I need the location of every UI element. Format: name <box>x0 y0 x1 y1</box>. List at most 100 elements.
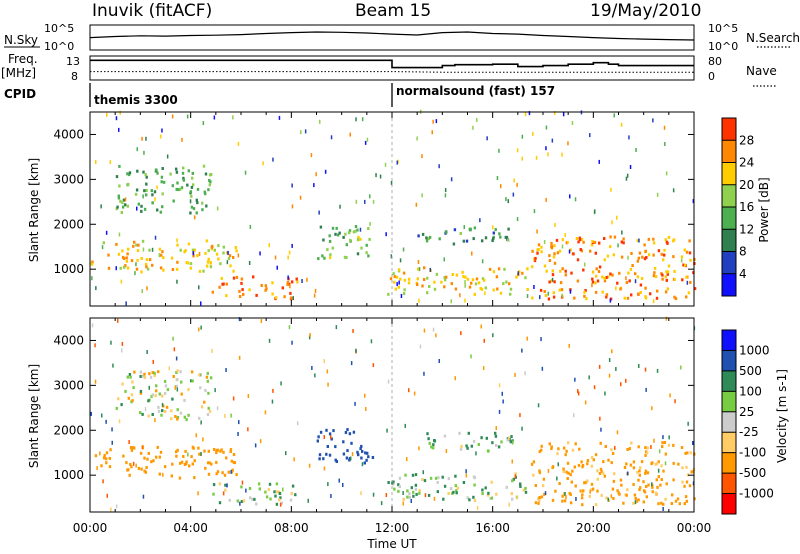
heatmap-speck <box>106 493 108 498</box>
heatmap-speck <box>600 427 602 432</box>
heatmap-cell <box>198 373 201 377</box>
heatmap-cell <box>190 379 193 383</box>
heatmap-cell <box>127 468 130 472</box>
heatmap-speck <box>680 365 682 370</box>
heatmap-cell <box>187 169 190 173</box>
heatmap-cell <box>564 453 567 457</box>
heatmap-cell <box>561 499 564 503</box>
heatmap-speck <box>521 156 523 161</box>
heatmap-speck <box>111 427 113 432</box>
heatmap-speck <box>198 285 200 290</box>
heatmap-speck <box>349 132 351 137</box>
heatmap-cell <box>183 415 186 419</box>
heatmap-cell <box>207 449 210 453</box>
heatmap-cell <box>397 489 400 493</box>
heatmap-speck <box>198 327 200 332</box>
heatmap-cell <box>652 274 656 278</box>
heatmap-speck <box>100 204 102 209</box>
heatmap-speck <box>268 243 270 248</box>
heatmap-cell <box>657 502 660 506</box>
heatmap-cell <box>205 375 209 379</box>
heatmap-cell <box>531 249 534 253</box>
heatmap-cell <box>569 248 572 252</box>
y-tick-label: 3000 <box>53 172 84 186</box>
heatmap-cell <box>179 461 182 465</box>
heatmap-cell <box>130 448 134 452</box>
heatmap-cell <box>192 446 195 450</box>
heatmap-cell <box>580 496 584 500</box>
heatmap-cell <box>609 235 612 239</box>
colorbar-swatch <box>722 273 736 296</box>
heatmap-cell <box>605 496 608 500</box>
nave-label: Nave <box>746 64 777 78</box>
heatmap-cell <box>682 263 685 267</box>
heatmap-cell <box>666 272 669 276</box>
heatmap-speck <box>569 289 572 294</box>
heatmap-cell <box>135 243 138 247</box>
heatmap-speck <box>620 122 623 127</box>
heatmap-speck <box>232 396 235 401</box>
heatmap-cell <box>689 258 692 262</box>
heatmap-cell <box>581 465 584 469</box>
heatmap-cell <box>543 492 546 496</box>
heatmap-cell <box>418 491 421 495</box>
heatmap-speck <box>486 136 488 141</box>
heatmap-cell <box>442 497 445 501</box>
heatmap-speck <box>327 382 329 387</box>
heatmap-cell <box>102 241 105 245</box>
heatmap-speck <box>662 507 664 511</box>
heatmap-cell <box>423 479 427 483</box>
heatmap-cell <box>163 379 167 383</box>
heatmap-cell <box>356 450 359 454</box>
heatmap-cell <box>509 440 512 444</box>
heatmap-cell <box>126 266 130 270</box>
heatmap-cell <box>219 262 222 266</box>
heatmap-cell <box>176 448 179 452</box>
heatmap-speck <box>610 494 613 499</box>
heatmap-cell <box>176 416 180 419</box>
heatmap-cell <box>365 243 368 247</box>
heatmap-speck <box>547 291 549 296</box>
heatmap-cell <box>642 480 645 484</box>
heatmap-cell <box>456 486 460 490</box>
heatmap-cell <box>258 487 261 491</box>
heatmap-speck <box>216 406 219 411</box>
heatmap-cell <box>344 431 348 434</box>
heatmap-cell <box>117 397 120 401</box>
heatmap-speck <box>168 366 170 371</box>
heatmap-cell <box>198 416 201 420</box>
heatmap-cell <box>135 267 139 271</box>
heatmap-cell <box>538 498 541 502</box>
heatmap-cell <box>356 228 359 232</box>
heatmap-cell <box>603 237 606 240</box>
heatmap-speck <box>629 165 632 169</box>
heatmap-cell <box>465 444 468 448</box>
colorbar-swatch <box>722 432 736 453</box>
heatmap-cell <box>618 271 621 275</box>
heatmap-cell <box>189 266 192 270</box>
heatmap-cell <box>652 237 655 241</box>
heatmap-cell <box>466 446 469 450</box>
heatmap-cell <box>486 449 490 453</box>
heatmap-cell <box>575 237 579 240</box>
heatmap-cell <box>151 263 154 267</box>
heatmap-cell <box>212 492 215 496</box>
heatmap-speck <box>260 319 263 323</box>
heatmap-cell <box>176 417 179 421</box>
heatmap-cell <box>342 440 345 444</box>
heatmap-cell <box>610 461 613 465</box>
heatmap-cell <box>644 446 647 450</box>
heatmap-cell <box>387 481 390 484</box>
heatmap-cell <box>634 272 637 276</box>
heatmap-speck <box>195 433 197 438</box>
heatmap-cell <box>483 278 486 282</box>
heatmap-speck <box>272 388 274 393</box>
heatmap-cell <box>459 232 462 235</box>
heatmap-speck <box>187 452 189 457</box>
heatmap-cell <box>689 280 692 284</box>
heatmap-cell <box>240 485 243 489</box>
heatmap-speck <box>652 299 655 304</box>
heatmap-speck <box>117 318 119 323</box>
heatmap-speck <box>264 410 267 415</box>
